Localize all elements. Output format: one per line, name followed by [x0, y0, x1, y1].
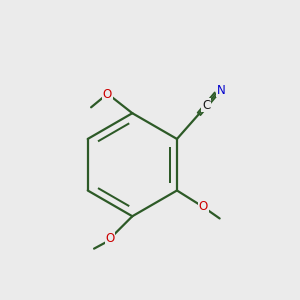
- Text: N: N: [217, 84, 226, 97]
- Text: O: O: [103, 88, 112, 100]
- Text: O: O: [199, 200, 208, 213]
- Text: C: C: [202, 99, 210, 112]
- Text: O: O: [106, 232, 115, 245]
